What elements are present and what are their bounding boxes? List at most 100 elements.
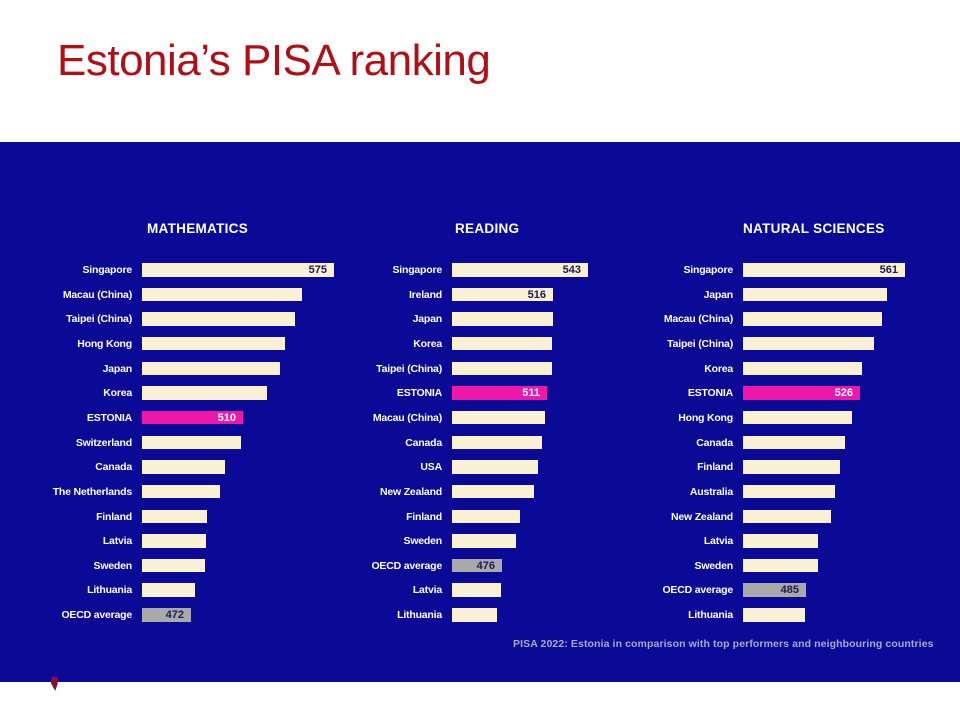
bar — [452, 534, 516, 548]
bar-label: Macau (China) — [372, 411, 442, 424]
bar — [452, 583, 501, 597]
bar — [452, 435, 542, 450]
bar-value: 561 — [879, 264, 898, 276]
chart-caption: PISA 2022: Estonia in comparison with to… — [513, 638, 934, 650]
bar — [452, 460, 538, 474]
bar-value: 510 — [217, 411, 236, 424]
bar-value: 526 — [834, 387, 853, 400]
bar: 561 — [743, 263, 905, 277]
bar-label: Hong Kong — [678, 411, 733, 424]
logo-fragment-icon — [51, 677, 58, 691]
bar — [142, 386, 267, 400]
page-title: Estonia’s PISA ranking — [57, 36, 491, 85]
bar: 511 — [452, 386, 547, 400]
bar-label: USA — [420, 461, 442, 474]
bar-value: 516 — [527, 288, 546, 301]
bar — [452, 312, 553, 326]
bar-label: ESTONIA — [396, 387, 442, 400]
bar-value: 476 — [476, 559, 495, 572]
bar — [743, 608, 805, 622]
bar-label: Taipei (China) — [667, 337, 733, 350]
bar-label: Japan — [412, 313, 443, 326]
bar-label: New Zealand — [380, 485, 442, 498]
bar-value: 575 — [308, 264, 327, 276]
bar-label: Latvia — [102, 535, 132, 548]
bar-label: Canada — [95, 461, 132, 474]
bar-label: Lithuania — [397, 609, 442, 622]
bar-label: Finland — [406, 510, 442, 523]
bar-label: Canada — [405, 436, 442, 449]
bar — [142, 287, 302, 302]
bar-label: Australia — [689, 485, 733, 498]
chart-title: NATURAL SCIENCES — [743, 221, 885, 236]
bar — [452, 484, 534, 499]
chart-panel: MATHEMATICS Singapore 575 Macau (China) Taip… — [0, 142, 960, 682]
bar — [142, 361, 280, 376]
bar: 485 — [743, 583, 806, 597]
bar-label: Latvia — [703, 535, 733, 548]
bar-label: Finland — [96, 510, 132, 523]
bar — [743, 312, 882, 326]
bar-label: Lithuania — [87, 584, 132, 597]
bar — [142, 509, 207, 523]
bar-label: Macau (China) — [663, 313, 733, 326]
bar-label: Taipei (China) — [376, 362, 442, 375]
bar — [142, 435, 241, 450]
chart-title: MATHEMATICS — [147, 221, 249, 236]
bar-value: 511 — [522, 387, 540, 400]
bar — [743, 484, 835, 499]
bar-label: Japan — [102, 362, 133, 375]
bar-label: The Netherlands — [52, 485, 132, 498]
bar-label: Lithuania — [688, 609, 733, 622]
bar-label: OECD average — [662, 584, 733, 597]
bar — [743, 509, 831, 523]
bar-label: Singapore — [683, 264, 733, 276]
bar — [142, 534, 206, 548]
bar-label: Switzerland — [75, 436, 132, 449]
bar — [743, 460, 840, 474]
bar-label: Singapore — [82, 264, 132, 276]
bar — [452, 361, 552, 376]
bar-value: 543 — [562, 264, 581, 276]
bar-label: Sweden — [93, 559, 133, 572]
bar-label: Sweden — [403, 535, 443, 548]
bar-label: ESTONIA — [86, 411, 132, 424]
bar-label: Taipei (China) — [66, 313, 132, 326]
bar-label: Korea — [413, 337, 442, 350]
bar-label: OECD average — [61, 609, 132, 622]
bar-label: Macau (China) — [62, 288, 132, 301]
bar — [743, 361, 862, 376]
bar — [452, 509, 520, 523]
bar — [452, 336, 552, 351]
bar — [743, 558, 818, 573]
bar — [142, 558, 205, 573]
bar: 476 — [452, 558, 502, 573]
bar — [142, 312, 295, 326]
bar: 472 — [142, 608, 191, 622]
bar-label: Korea — [103, 387, 132, 400]
bar-label: Latvia — [412, 584, 442, 597]
chart-title: READING — [455, 221, 520, 236]
bar — [743, 336, 874, 351]
bar — [743, 287, 887, 302]
bar-label: Sweden — [694, 559, 734, 572]
bar: 516 — [452, 287, 553, 302]
bar — [142, 484, 220, 499]
bar-label: Ireland — [408, 288, 442, 301]
bar — [452, 608, 497, 622]
bar — [142, 583, 195, 597]
bar-label: Korea — [704, 362, 733, 375]
bar: 526 — [743, 386, 860, 400]
bar: 575 — [142, 263, 334, 277]
bar — [452, 410, 545, 425]
bar-label: Singapore — [392, 264, 442, 276]
bar-label: Finland — [697, 461, 733, 474]
bar-label: ESTONIA — [687, 387, 733, 400]
bar-label: New Zealand — [671, 510, 733, 523]
bar — [743, 410, 852, 425]
bar-label: Hong Kong — [77, 337, 132, 350]
bar: 543 — [452, 263, 588, 277]
bar — [142, 460, 225, 474]
bar — [142, 336, 285, 351]
